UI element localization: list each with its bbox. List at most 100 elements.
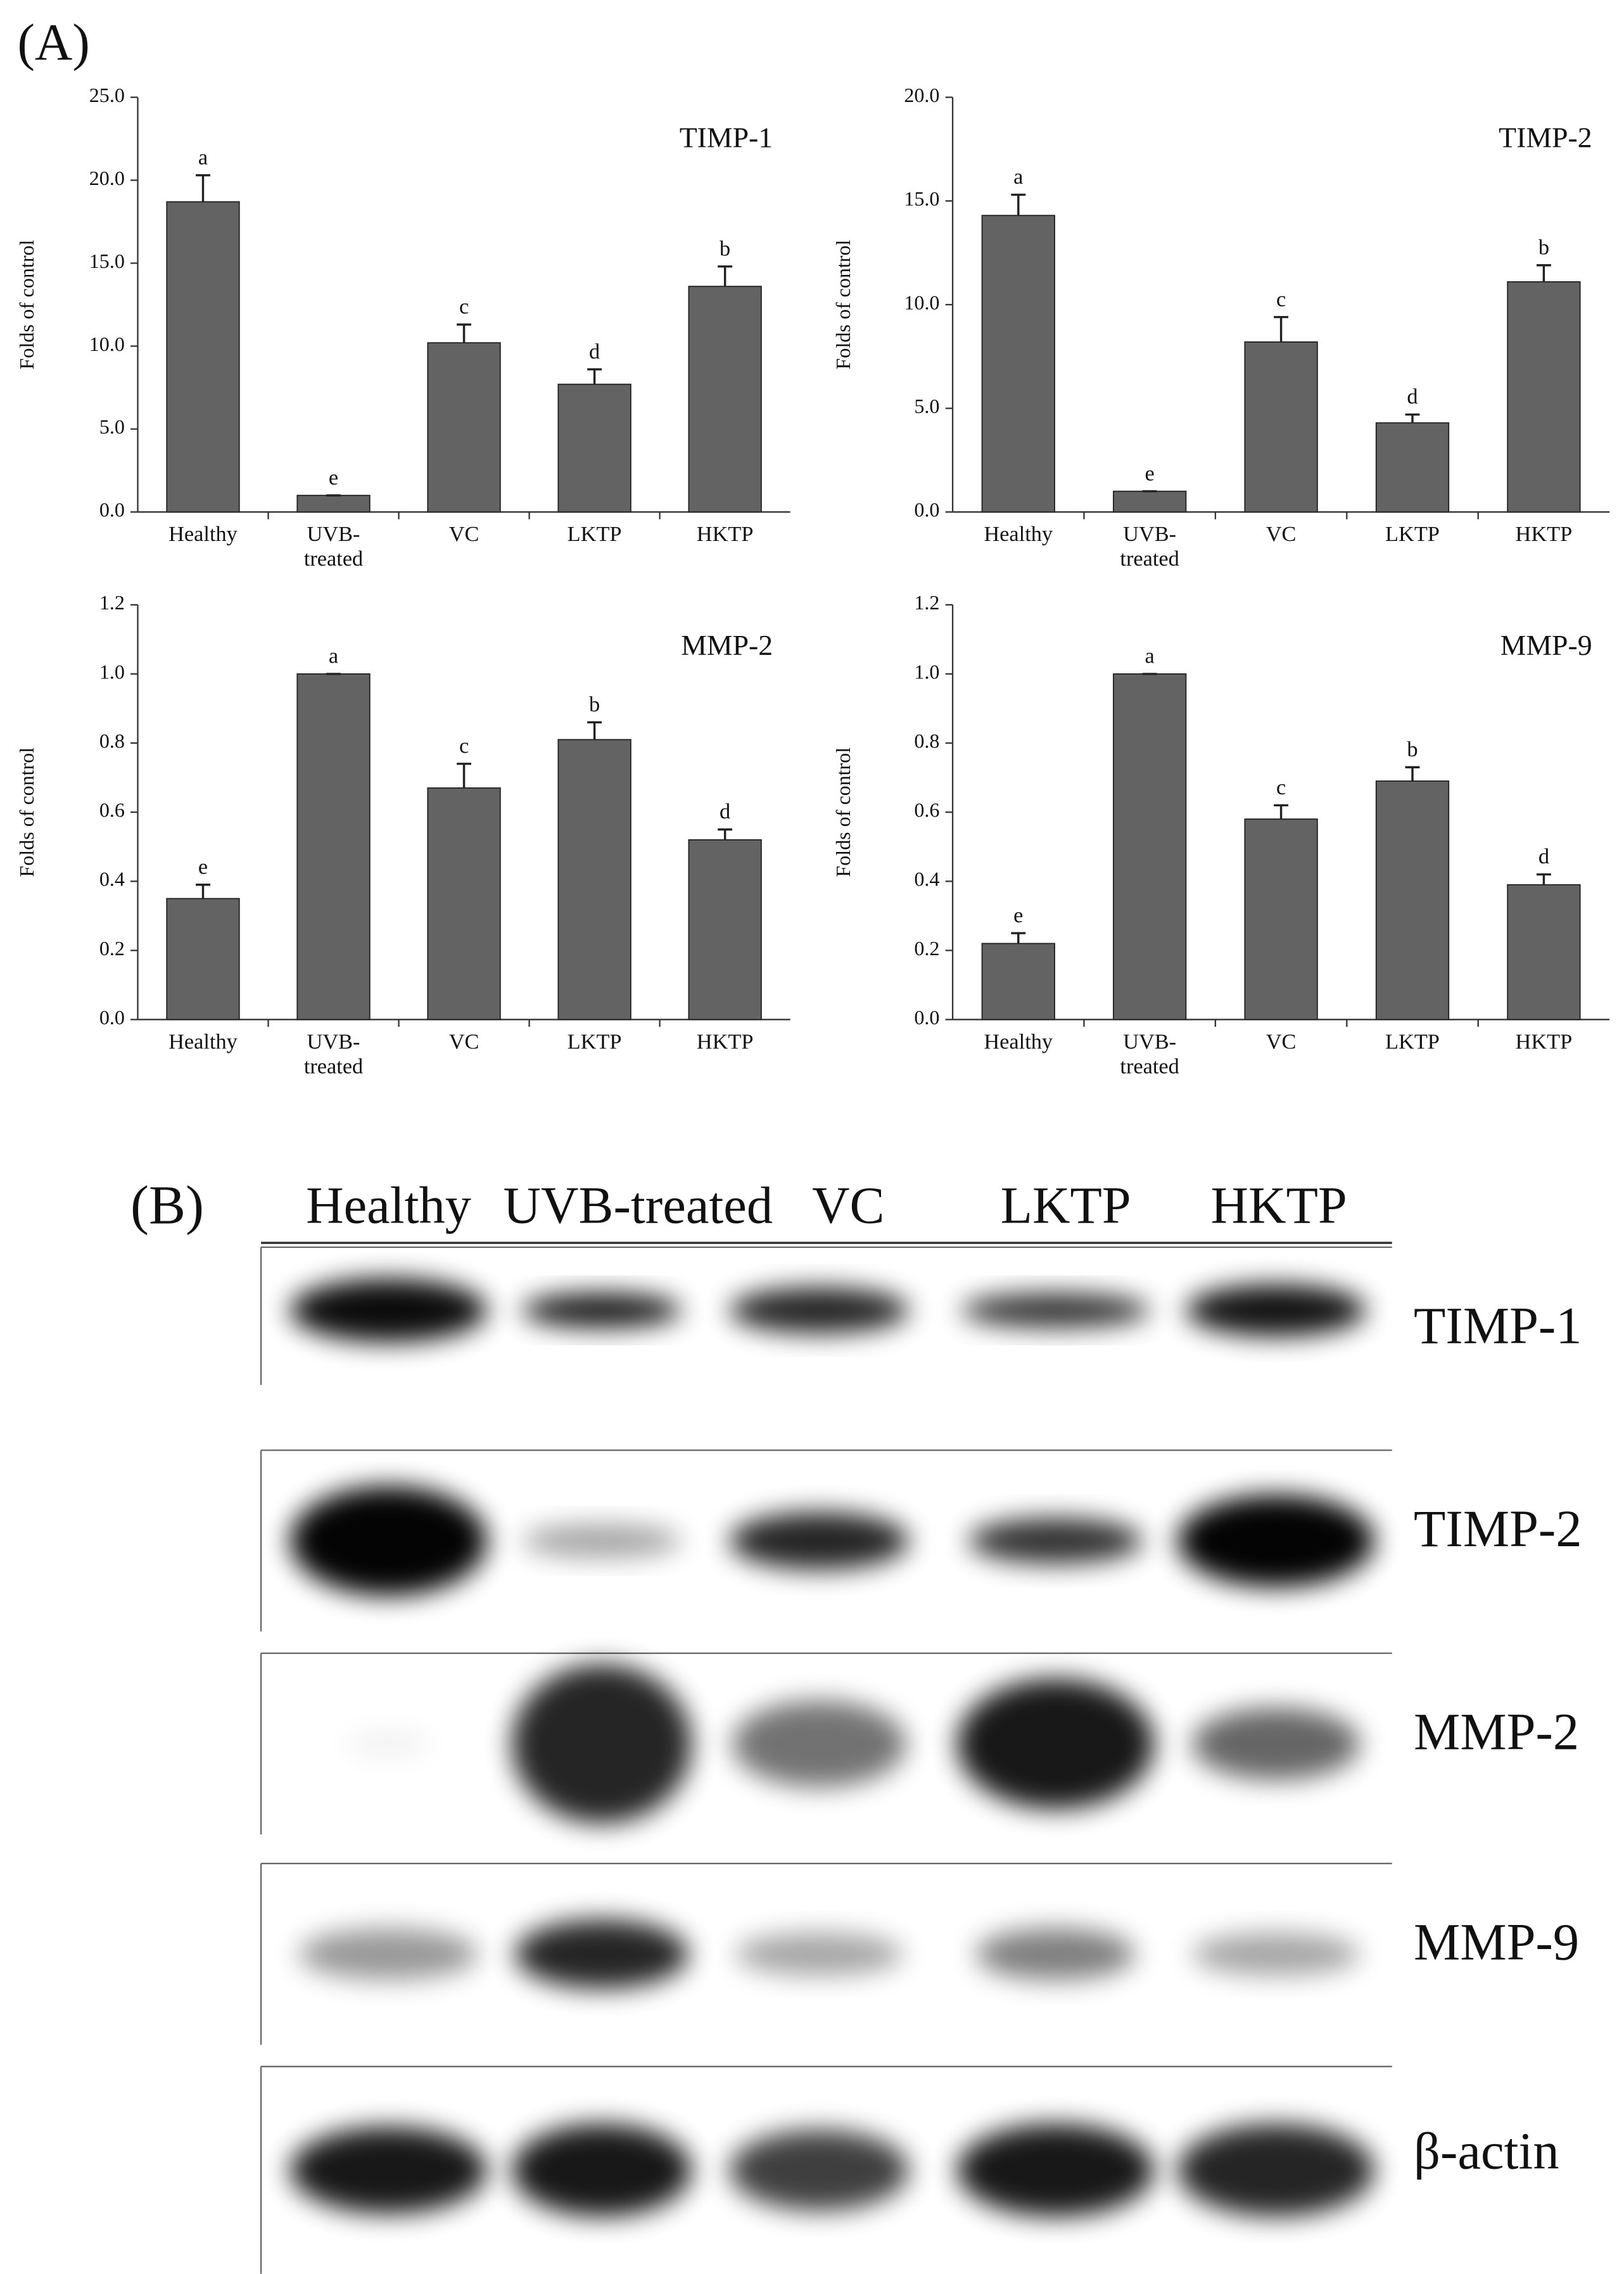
x-tick-label: VC [448,523,479,547]
bar [557,739,631,1020]
y-tick-label: 0.0 [914,1006,939,1029]
x-tick-label-box: HKTP [1515,523,1573,547]
x-tick-label-box: LKTP [1385,523,1440,547]
blot-band [732,1700,906,1788]
x-tick-label: UVB-treated [303,1031,364,1080]
x-tick-label-box: HKTP [696,1031,754,1055]
x-tick-label-box: VC [1266,1031,1297,1055]
blot-band [956,2123,1155,2217]
x-tick-label: HKTP [696,1031,754,1055]
x-tick-label: Healthy [984,1031,1053,1055]
x-tick-label-box: Healthy [984,524,1053,547]
blot-band [1191,1707,1361,1781]
bar [1244,341,1318,513]
y-tick-label: 10.0 [89,333,125,355]
bar [427,787,501,1020]
x-tick-label: LKTP [567,523,622,547]
blot-band [298,1928,479,1981]
x-tick-label: UVB-treated [1120,1031,1179,1080]
significance-letter: c [1276,287,1286,311]
bar [1113,673,1187,1020]
significance-letter: b [720,236,730,260]
y-tick-label: 0.4 [914,868,939,891]
significance-letter: d [1538,844,1549,868]
significance-letter: e [329,466,338,490]
x-tick-label: VC [1266,1031,1297,1055]
y-tick-label: 1.0 [914,660,939,683]
x-tick-label: VC [1266,523,1297,547]
y-tick-label: 0.2 [99,937,125,960]
x-tick-label-box: Healthy [984,1031,1053,1055]
x-tick-label: VC [448,1031,479,1055]
x-tick-label-box: VC [448,1031,479,1055]
significance-letter: b [1407,737,1418,761]
bar [1244,818,1318,1020]
significance-letter: e [1013,903,1023,927]
significance-letter: e [198,854,208,879]
protein-label: MMP-9 [1414,1914,1579,1971]
significance-letter: d [720,799,730,823]
y-tick-label: 0.2 [914,937,939,960]
bar [557,383,631,513]
x-tick-label-box: HKTP [696,523,754,547]
x-tick-label: LKTP [1385,523,1440,547]
y-tick-label: 15.0 [904,187,939,210]
significance-letter: d [589,340,600,364]
y-tick-label: 0.0 [914,499,939,521]
y-tick-label: 1.0 [99,660,125,683]
y-axis-label: Folds of control [15,239,38,369]
lane-label: LKTP [1001,1177,1131,1235]
significance-letter: d [1407,384,1418,409]
bar [981,215,1055,513]
bar [296,495,371,513]
significance-letter: b [1538,235,1549,259]
lane-label: Healthy [306,1177,471,1235]
significance-letter: a [1145,644,1155,668]
y-tick-label: 5.0 [914,395,939,417]
blot-band [522,1523,682,1559]
significance-letter: a [1013,165,1023,189]
y-tick-label: 15.0 [89,250,125,272]
bar [166,201,240,513]
significance-letter: c [459,295,469,319]
significance-letter: c [1276,775,1286,799]
x-tick-label: HKTP [1515,1031,1573,1055]
x-tick-label-box: LKTP [568,1031,622,1055]
chart-title: TIMP-1 [680,122,773,154]
x-tick-label-box: UVB-treated [1120,524,1179,572]
x-tick-label: HKTP [1515,523,1573,547]
x-tick-label-box: LKTP [567,523,622,547]
bar [1113,490,1187,513]
y-tick-label: 1.2 [914,591,939,614]
blot-band [345,1729,433,1758]
bar [1375,422,1450,513]
protein-label: TIMP-2 [1414,1500,1582,1558]
y-tick-label: 10.0 [904,291,939,314]
blot-band [512,1664,692,1824]
blot-band [1186,1284,1366,1337]
y-tick-label: 0.6 [914,799,939,822]
y-tick-label: 5.0 [99,416,125,438]
x-tick-label-box: Healthy [168,1031,238,1055]
x-tick-label-box: UVB-treated [1120,1031,1179,1080]
y-tick-label: 20.0 [89,167,125,189]
x-tick-label-box: HKTP [1515,1031,1573,1055]
y-tick-label: 0.4 [99,868,125,891]
blot-band [961,1293,1150,1328]
y-tick-label: 0.6 [99,799,125,822]
x-tick-label-box: LKTP [1385,1031,1440,1055]
blot-band [1191,1932,1361,1976]
y-axis-label: Folds of control [15,747,38,877]
y-tick-label: 25.0 [89,84,125,106]
bar [688,286,762,513]
blot-band [729,2130,910,2211]
y-tick-label: 0.8 [99,729,125,752]
panel-label: (A) [17,14,89,72]
blot-band [514,1919,689,1989]
y-axis-label: Folds of control [832,747,854,877]
x-tick-label: HKTP [696,523,754,547]
bar [981,943,1055,1020]
protein-label: MMP-2 [1414,1703,1579,1761]
panel-label: (B) [130,1174,204,1236]
